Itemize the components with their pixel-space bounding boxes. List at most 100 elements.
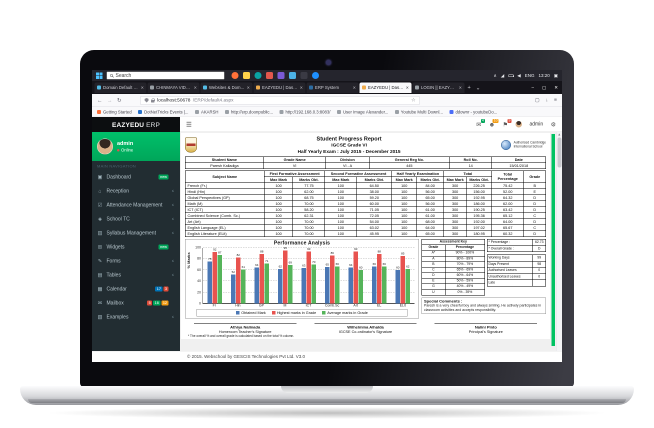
notification-icon[interactable]: ▣: [553, 72, 558, 78]
taskbar-apps: [231, 72, 319, 79]
taskbar-app-icon[interactable]: [231, 72, 239, 79]
col-grade: Grade: [523, 170, 546, 183]
bookmark-item[interactable]: http://erp.doonpublic...: [224, 109, 273, 114]
taskbar-app-icon[interactable]: [300, 72, 308, 79]
messages-badge: 4: [480, 118, 485, 123]
bookmark-item[interactable]: http://192.168.0.3:8083/: [279, 109, 330, 114]
tab-list-icon[interactable]: ⌄: [475, 84, 481, 91]
tab-close-icon[interactable]: ✕: [405, 85, 409, 90]
school-crest-logo: [185, 137, 197, 153]
tab-close-icon[interactable]: ✕: [352, 85, 356, 90]
sidebar-item[interactable]: ▤ Tables ‹: [92, 268, 180, 282]
clock[interactable]: 13:20: [538, 73, 550, 78]
taskbar-app-icon[interactable]: [243, 72, 250, 79]
erp-header: EAZYEDU ERP ☰ ✉ 4 ☻: [92, 117, 562, 132]
tab-close-icon[interactable]: ✕: [299, 85, 303, 90]
tab-close-icon[interactable]: ✕: [140, 85, 144, 90]
user-avatar[interactable]: [515, 121, 522, 128]
bar: [264, 263, 269, 304]
minimize-button[interactable]: –: [531, 85, 534, 90]
shield-icon[interactable]: [144, 98, 149, 103]
battery-icon[interactable]: [508, 74, 514, 77]
network-icon[interactable]: ◢: [500, 72, 505, 78]
downloads-icon[interactable]: ↓: [545, 97, 549, 104]
sidebar-item[interactable]: ✎ Forms ‹: [92, 254, 180, 268]
sidebar-item-label: Reception: [106, 188, 130, 194]
page-scrollbar[interactable]: ▴: [556, 132, 562, 351]
close-window-button[interactable]: ✕: [554, 84, 558, 90]
sidebar-item-label: Forms: [106, 258, 121, 264]
chevron-left-icon: ‹: [172, 272, 174, 278]
tasks-flag-icon[interactable]: ⚑ 9: [502, 118, 512, 128]
sidebar-item[interactable]: ▧ Examples ‹: [92, 310, 180, 324]
settings-gear-icon[interactable]: ⚙: [550, 120, 556, 128]
bookmark-item[interactable]: Getting Started: [97, 109, 132, 114]
speaker-icon[interactable]: ◀: [517, 72, 521, 78]
sidebar-badge: 3: [163, 286, 169, 292]
browser-tab[interactable]: ERP System ✕: [306, 82, 359, 93]
report-footnote: * The overall % and overall grade is cal…: [188, 334, 295, 338]
tray-chevron-icon[interactable]: ∧: [493, 72, 497, 78]
browser-tab[interactable]: EAZYEDU | Dashboard ✕: [359, 82, 412, 93]
scrollbar-thumb[interactable]: [557, 137, 562, 168]
taskbar-app-icon[interactable]: [289, 72, 296, 79]
bar-group: 62 95 69: [274, 247, 298, 304]
address-bar[interactable]: localhost:50678 /ERP/default4.aspx ☆: [140, 95, 421, 105]
new-tab-button[interactable]: +: [467, 84, 471, 91]
sidebar-toggle-icon[interactable]: ☰: [186, 120, 192, 128]
bar-group: 64 88 71: [250, 248, 274, 304]
bookmark-item[interactable]: DotNetTricks Events |...: [138, 109, 188, 114]
users-icon[interactable]: ☻ 10: [488, 118, 499, 128]
taskbar-app-icon[interactable]: [266, 72, 273, 79]
green-accent-strip: [551, 134, 555, 346]
sidebar-badge: 16: [153, 300, 161, 306]
bar: [283, 250, 288, 304]
maximize-button[interactable]: ▢: [541, 84, 547, 90]
reload-icon[interactable]: ↻: [117, 97, 122, 104]
sidebar-item[interactable]: ☑ Attendance Management ‹: [92, 198, 180, 212]
bookmark-item[interactable]: AKARSH: [194, 109, 218, 114]
browser-tab[interactable]: EAZYEDU | Dashboard ✕: [253, 82, 306, 93]
sidebar-item[interactable]: ◈ School TC ‹: [92, 212, 180, 226]
signatures: Athiya Nalinada Homeroom Teacher's Signa…: [185, 323, 546, 334]
back-icon[interactable]: ←: [97, 97, 103, 104]
menu-icon[interactable]: ≡: [554, 97, 557, 104]
tab-close-icon[interactable]: ✕: [246, 85, 250, 90]
sidebar-item-icon: ▣: [97, 174, 103, 180]
taskbar-app-icon[interactable]: [254, 72, 262, 79]
language-indicator[interactable]: ENG: [524, 73, 535, 78]
bar-group: 65 86 66: [321, 248, 345, 304]
lock-icon[interactable]: [151, 98, 156, 103]
bookmark-item[interactable]: Youtube Multi Downl...: [394, 109, 443, 114]
bookmark-star-icon[interactable]: ☆: [411, 97, 416, 104]
sidebar-item-label: School TC: [106, 216, 130, 222]
sidebar-item[interactable]: ▦ Calendar 17 3: [92, 282, 180, 296]
scroll-up-icon[interactable]: ▴: [558, 132, 561, 137]
sidebar-item[interactable]: ▣ Dashboard new: [92, 170, 180, 184]
start-button-icon[interactable]: [96, 72, 103, 79]
forward-icon[interactable]: →: [107, 97, 113, 104]
maximize-page-icon[interactable]: ▢: [534, 97, 540, 104]
sidebar-item[interactable]: ⊞ Widgets new: [92, 240, 180, 254]
sidebar-item[interactable]: ▥ Syllabus Management ‹: [92, 226, 180, 240]
taskbar-app-icon[interactable]: [277, 72, 285, 79]
browser-tab[interactable]: LOGIN || EAZYEDU ER... ✕: [412, 82, 465, 93]
erp-logo[interactable]: EAZYEDU ERP: [92, 117, 180, 132]
tab-close-icon[interactable]: ✕: [193, 85, 197, 90]
taskbar-app-icon[interactable]: [312, 72, 319, 79]
browser-tab[interactable]: CHINMAYA VIDYALA... ✕: [147, 82, 200, 93]
bar: [405, 268, 410, 304]
user-menu[interactable]: admin: [529, 121, 544, 128]
browser-tab[interactable]: Domain Default p... ✕: [94, 82, 147, 93]
bar: [241, 269, 246, 304]
tab-close-icon[interactable]: ✕: [458, 85, 462, 90]
messages-icon[interactable]: ✉ 4: [476, 118, 485, 128]
sidebar-item[interactable]: ✉ Mailbox 5 16 12: [92, 296, 180, 310]
browser-tab[interactable]: Websites & Dom... ✕: [200, 82, 253, 93]
sidebar-item[interactable]: ⌂ Reception ‹: [92, 184, 180, 198]
mark-cell: 180.95: [466, 230, 492, 237]
bookmark-item[interactable]: ddownr - youtubeDo...: [449, 109, 497, 114]
taskbar-search-input[interactable]: Search: [106, 71, 225, 80]
sidebar-avatar[interactable]: [97, 138, 113, 155]
bookmark-item[interactable]: User Image Alexander...: [336, 109, 388, 114]
